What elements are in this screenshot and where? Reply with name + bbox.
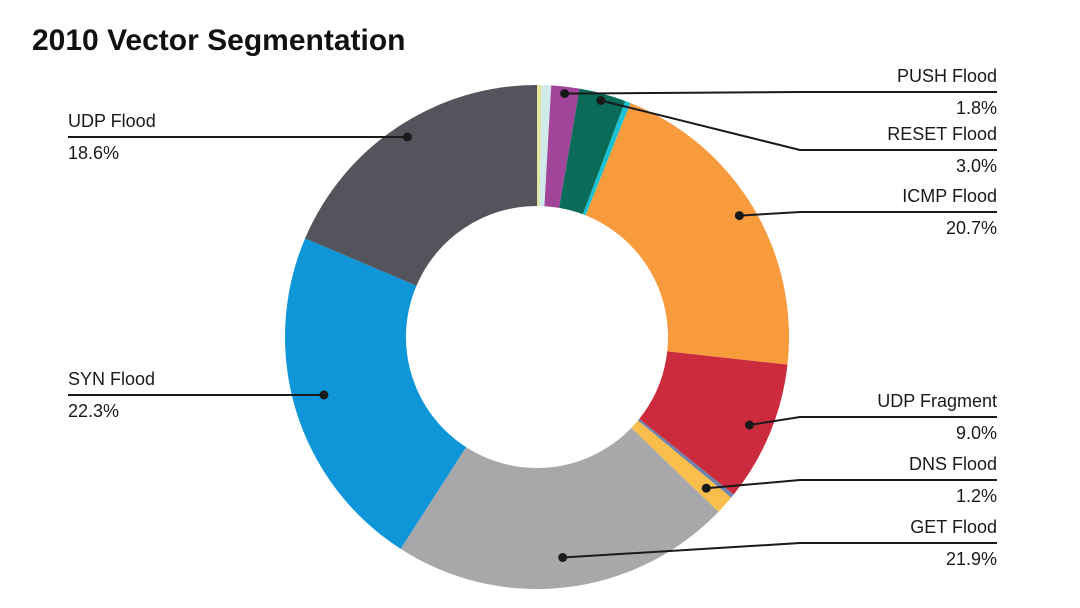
slice-get-flood[interactable] xyxy=(400,427,719,590)
callout-line-udp-fragment xyxy=(749,416,997,426)
callout-dot-udp-flood xyxy=(402,132,412,142)
callout-push-flood: PUSH Flood 1.8% xyxy=(897,65,997,119)
callout-dot-udp-fragment xyxy=(745,420,754,430)
slice-label: PUSH Flood xyxy=(896,66,997,86)
callout-udp-fragment: UDP Fragment 9.0% xyxy=(877,390,997,444)
slice-percent: 1.2% xyxy=(955,486,997,506)
callout-dns-flood: DNS Flood 1.2% xyxy=(909,453,997,507)
chart-title: 2010 Vector Segmentation xyxy=(32,24,406,57)
slice-udp-flood[interactable] xyxy=(305,85,537,286)
callout-reset-flood: RESET Flood 3.0% xyxy=(887,123,997,177)
slice-reset-flood[interactable] xyxy=(559,88,626,215)
callout-line-push-flood xyxy=(564,91,997,95)
callout-syn-flood: SYN Flood 22.3% xyxy=(68,368,155,422)
callout-line-dns-flood xyxy=(706,479,997,490)
slice-percent: 22.3% xyxy=(68,401,120,421)
callout-get-flood: GET Flood 21.9% xyxy=(910,516,997,570)
slice-percent: 3.0% xyxy=(955,156,997,176)
callout-dot-reset-flood xyxy=(596,96,606,105)
slice-label: ICMP Flood xyxy=(902,186,997,206)
slice-label: RESET Flood xyxy=(887,124,997,144)
slice-icmp-flood[interactable] xyxy=(585,102,790,365)
slice-label: SYN Flood xyxy=(68,369,156,389)
slice-percent: 20.7% xyxy=(945,218,997,238)
slice-label: UDP Fragment xyxy=(877,391,997,411)
slice-syn-flood[interactable] xyxy=(284,238,467,549)
slice-other-1[interactable] xyxy=(537,84,542,207)
slice-other-2[interactable] xyxy=(539,85,552,207)
slice-other-4[interactable] xyxy=(637,418,734,498)
callout-dot-icmp-flood xyxy=(734,211,744,221)
slice-udp-fragment[interactable] xyxy=(639,351,788,495)
slice-label: GET Flood xyxy=(910,517,997,537)
callout-dot-syn-flood xyxy=(319,390,329,400)
slice-percent: 21.9% xyxy=(945,549,997,569)
slice-percent: 18.6% xyxy=(68,143,120,163)
callout-dot-dns-flood xyxy=(701,483,711,493)
slice-other-3[interactable] xyxy=(582,100,631,216)
slice-percent: 9.0% xyxy=(955,423,997,443)
slice-push-flood[interactable] xyxy=(544,85,580,208)
callout-dot-push-flood xyxy=(560,89,570,99)
slice-label: DNS Flood xyxy=(908,454,997,474)
callout-dot-get-flood xyxy=(558,553,568,562)
callout-icmp-flood: ICMP Flood 20.7% xyxy=(902,185,997,239)
slice-label: UDP Flood xyxy=(68,111,156,131)
callout-line-icmp-flood xyxy=(739,211,997,217)
callout-line-reset-flood xyxy=(600,99,997,151)
callout-line-get-flood xyxy=(562,542,997,559)
callout-udp-flood: UDP Flood 18.6% xyxy=(68,110,156,164)
slice-percent: 1.8% xyxy=(955,98,997,118)
